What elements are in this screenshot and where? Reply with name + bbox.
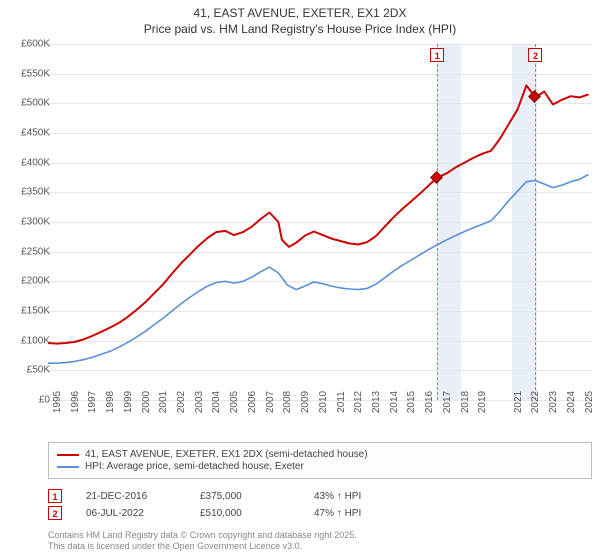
footer-line-1: Contains HM Land Registry data © Crown c… [48,530,592,541]
sale-marker-box: 2 [528,48,542,62]
sale-hpi: 47% ↑ HPI [314,508,404,519]
x-tick-label: 2004 [211,391,222,413]
footer-line-2: This data is licensed under the Open Gov… [48,541,592,552]
y-tick-label: £450K [21,128,50,139]
x-tick-label: 2016 [424,391,435,413]
legend-row: 41, EAST AVENUE, EXETER, EX1 2DX (semi-d… [57,449,583,460]
x-tick-label: 1998 [105,391,116,413]
y-tick-label: £150K [21,306,50,317]
x-tick-label: 2002 [176,391,187,413]
y-tick-label: £250K [21,246,50,257]
x-tick-label: 2011 [336,391,347,413]
sales-table: 1 21-DEC-2016 £375,000 43% ↑ HPI 2 06-JUL-202… [48,486,592,523]
x-tick-label: 2021 [513,391,524,413]
x-tick-label: 2008 [282,391,293,413]
legend-row: HPI: Average price, semi-detached house,… [57,461,583,472]
y-tick-label: £600K [21,39,50,50]
x-tick-label: 2015 [406,391,417,413]
x-tick-label: 2000 [141,391,152,413]
legend-label: 41, EAST AVENUE, EXETER, EX1 2DX (semi-d… [85,449,368,460]
x-tick-label: 2014 [389,391,400,413]
sale-price: £510,000 [200,508,290,519]
x-tick-label: 2013 [371,391,382,413]
x-tick-label: 2017 [442,391,453,413]
y-tick-label: £550K [21,68,50,79]
x-tick-label: 2019 [477,391,488,413]
sale-marker-box: 2 [48,506,62,520]
title-line-1: 41, EAST AVENUE, EXETER, EX1 2DX [0,6,600,22]
x-tick-label: 2012 [353,391,364,413]
sale-price: £375,000 [200,491,290,502]
sale-date: 21-DEC-2016 [86,491,176,502]
legend: 41, EAST AVENUE, EXETER, EX1 2DX (semi-d… [48,442,592,479]
legend-swatch [57,466,79,468]
series-line [48,175,589,364]
y-tick-label: £200K [21,276,50,287]
sale-date: 06-JUL-2022 [86,508,176,519]
x-tick-label: 2023 [548,391,559,413]
x-tick-label: 2001 [158,391,169,413]
x-tick-label: 2024 [566,391,577,413]
y-tick-label: £300K [21,217,50,228]
title-line-2: Price paid vs. HM Land Registry's House … [0,22,600,38]
x-tick-label: 2010 [318,391,329,413]
sale-hpi: 43% ↑ HPI [314,491,404,502]
x-tick-label: 1996 [70,391,81,413]
y-tick-label: £50K [27,365,50,376]
chart-lines [48,44,592,400]
sale-row: 2 06-JUL-2022 £510,000 47% ↑ HPI [48,506,592,520]
y-tick-label: £100K [21,335,50,346]
x-tick-label: 2022 [530,391,541,413]
x-tick-label: 2005 [229,391,240,413]
y-tick-label: £500K [21,98,50,109]
chart-title: 41, EAST AVENUE, EXETER, EX1 2DX Price p… [0,0,600,37]
footer-attribution: Contains HM Land Registry data © Crown c… [48,530,592,553]
legend-swatch [57,454,79,456]
y-tick-label: £350K [21,187,50,198]
x-tick-label: 2006 [247,391,258,413]
x-tick-label: 1999 [123,391,134,413]
sale-row: 1 21-DEC-2016 £375,000 43% ↑ HPI [48,489,592,503]
legend-label: HPI: Average price, semi-detached house,… [85,461,304,472]
x-tick-label: 2025 [584,391,595,413]
y-tick-label: £400K [21,157,50,168]
x-tick-label: 1997 [87,391,98,413]
x-tick-label: 2007 [265,391,276,413]
sale-marker-box: 1 [430,48,444,62]
x-tick-label: 2018 [460,391,471,413]
x-tick-label: 2009 [300,391,311,413]
y-tick-label: £0 [39,395,50,406]
series-line [48,86,589,344]
x-tick-label: 2003 [194,391,205,413]
x-tick-label: 1995 [52,391,63,413]
sale-marker-box: 1 [48,489,62,503]
chart-container: { "title": { "line1": "41, EAST AVENUE, … [0,0,600,560]
